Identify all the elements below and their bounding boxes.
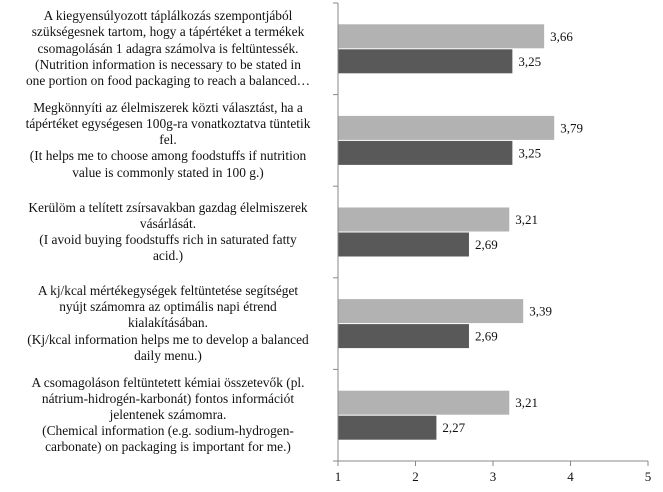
- bar-series1-cat4: [338, 299, 524, 324]
- bar-series1-cat5: [338, 390, 510, 415]
- bar-series2-cat5: [338, 415, 437, 440]
- x-tick-label-1: 1: [335, 469, 342, 484]
- value-label-series2-cat1: 3,25: [518, 54, 541, 69]
- x-tick-label-2: 2: [412, 469, 419, 484]
- category-label-5: A csomagoláson feltüntetett kémiai össze…: [31, 374, 305, 455]
- bar-series2-cat4: [338, 324, 469, 349]
- bar-series1-cat2: [338, 115, 555, 140]
- value-label-series1-cat1: 3,66: [550, 29, 573, 44]
- value-label-series2-cat4: 2,69: [475, 329, 498, 344]
- value-label-series1-cat2: 3,79: [560, 120, 583, 135]
- value-label-series1-cat4: 3,39: [529, 304, 552, 319]
- category-label-3: Kerülöm a telített zsírsavakban gazdag é…: [28, 199, 308, 264]
- bar-series2-cat3: [338, 232, 469, 257]
- x-tick-label-4: 4: [567, 469, 574, 484]
- x-tick-label-3: 3: [490, 469, 497, 484]
- value-label-series1-cat5: 3,21: [515, 395, 538, 410]
- bar-series2-cat2: [338, 140, 513, 165]
- bar-series1-cat1: [338, 24, 545, 49]
- category-label-2: Megkönnyíti az élelmiszerek közti válasz…: [25, 99, 311, 180]
- value-label-series2-cat3: 2,69: [475, 237, 498, 252]
- category-label-1: A kiegyensúlyozott táplálkozás szempontj…: [25, 8, 311, 89]
- category-label-4: A kj/kcal mértékegységek feltüntetése se…: [27, 283, 309, 363]
- bar-series1-cat3: [338, 207, 510, 232]
- bar-series2-cat1: [338, 49, 513, 74]
- value-label-series2-cat5: 2,27: [442, 420, 465, 435]
- x-tick-label-5: 5: [645, 469, 652, 484]
- value-label-series1-cat3: 3,21: [515, 212, 538, 227]
- value-label-series2-cat2: 3,25: [518, 145, 541, 160]
